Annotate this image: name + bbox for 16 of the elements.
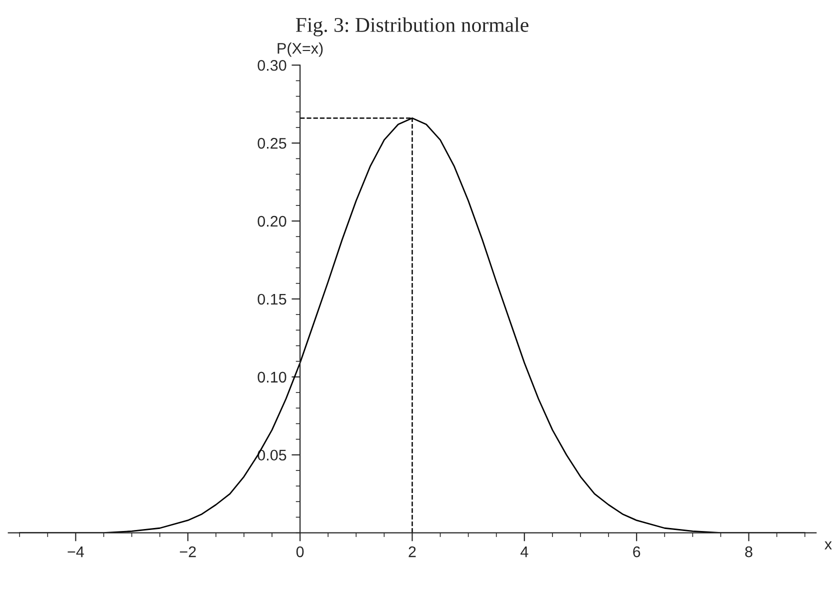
x-tick-label: 4	[520, 546, 528, 558]
y-tick-label: 0.25	[258, 138, 286, 149]
x-tick-label: 8	[745, 546, 752, 558]
chart-title: Fig. 3: Distribution normale	[296, 17, 528, 36]
y-tick-label: 0.20	[258, 216, 286, 227]
x-axis-title: x	[824, 541, 832, 550]
x-tick-label: −2	[180, 546, 196, 558]
y-tick-label: 0.05	[258, 450, 286, 461]
x-tick-label: 0	[296, 546, 304, 558]
y-tick-label: 0.30	[258, 60, 286, 71]
y-axis-title: P(X=x)	[278, 42, 323, 57]
y-tick-label: 0.10	[258, 372, 286, 383]
x-tick-label: 6	[633, 546, 640, 558]
x-tick-label: −4	[68, 546, 84, 558]
y-tick-label: 0.15	[258, 294, 286, 305]
x-tick-label: 2	[408, 546, 416, 558]
